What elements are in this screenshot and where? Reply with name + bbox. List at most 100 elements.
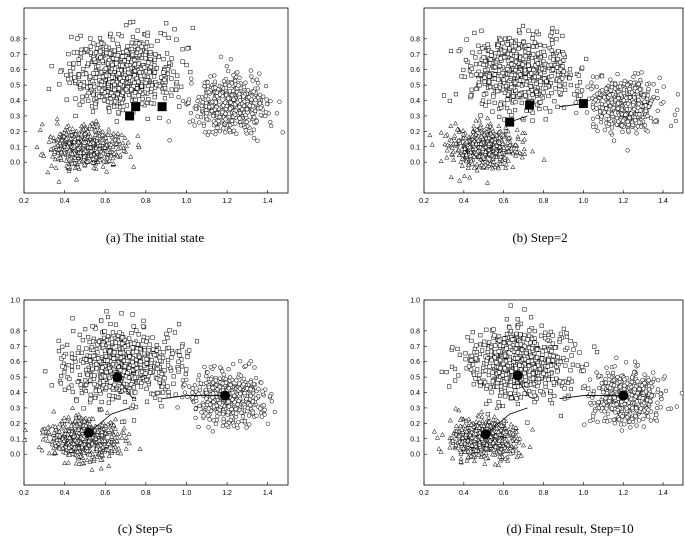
point-triangle	[94, 454, 100, 459]
point-circle	[192, 383, 198, 388]
x-tick-label: 0.8	[539, 198, 549, 205]
point-triangle	[514, 149, 520, 155]
point-circle	[244, 119, 249, 125]
point-square	[100, 365, 105, 370]
point-circle	[243, 80, 248, 85]
point-triangle	[108, 141, 114, 147]
point-square	[90, 79, 95, 84]
point-square	[75, 379, 80, 385]
point-square	[543, 106, 548, 111]
point-square	[180, 364, 185, 369]
point-circle	[218, 54, 224, 59]
point-square	[461, 67, 466, 73]
point-triangle	[75, 449, 81, 454]
point-circle	[180, 98, 186, 104]
point-triangle	[494, 132, 500, 138]
point-square	[492, 72, 497, 77]
point-circle	[234, 378, 239, 383]
point-square	[87, 358, 93, 363]
point-square	[118, 105, 123, 110]
point-square	[110, 362, 116, 367]
point-square	[172, 27, 177, 32]
point-circle	[598, 120, 604, 125]
point-triangle	[500, 141, 506, 146]
point-square	[149, 43, 154, 48]
point-circle	[246, 95, 252, 100]
x-tick-label: 0.4	[459, 198, 469, 205]
point-circle	[265, 421, 270, 426]
point-circle	[204, 396, 209, 401]
point-square	[469, 66, 474, 71]
point-circle	[207, 104, 212, 109]
point-square	[66, 52, 71, 57]
point-circle	[661, 100, 666, 105]
point-circle	[573, 100, 578, 105]
point-circle	[221, 419, 226, 425]
point-circle	[234, 411, 239, 416]
point-square	[148, 370, 153, 375]
point-circle	[614, 115, 620, 121]
point-square	[138, 384, 144, 389]
point-circle	[226, 410, 231, 415]
point-square	[145, 116, 150, 121]
scatter-panel-b: 0.2 0.4 0.6 0.8 1.0 1.2 1.40.00.10.20.30.40.50…	[410, 7, 684, 205]
point-square	[177, 349, 182, 354]
point-square	[481, 55, 486, 60]
point-triangle	[442, 141, 448, 147]
point-square	[174, 37, 179, 42]
point-triangle	[507, 142, 513, 147]
point-square	[104, 370, 109, 375]
point-square	[70, 316, 75, 321]
point-circle	[586, 96, 592, 101]
point-square	[505, 51, 511, 56]
point-square	[91, 71, 96, 76]
point-triangle	[71, 138, 77, 144]
point-square	[490, 109, 495, 114]
point-square	[71, 66, 76, 71]
x-tick-label: 1.4	[263, 198, 273, 205]
point-square	[500, 71, 505, 76]
point-circle	[211, 391, 216, 396]
point-square	[146, 97, 151, 102]
point-triangle	[66, 147, 72, 153]
point-circle	[243, 128, 248, 133]
point-triangle	[103, 142, 110, 147]
point-circle	[217, 376, 222, 381]
point-circle	[258, 406, 263, 411]
point-triangle	[81, 121, 87, 127]
point-square	[114, 56, 119, 62]
point-circle	[255, 86, 260, 91]
point-circle	[258, 112, 263, 118]
centroid-marker	[505, 117, 515, 127]
point-circle	[645, 113, 650, 119]
point-square	[80, 94, 85, 99]
point-circle	[226, 399, 231, 404]
point-square	[448, 48, 453, 53]
point-circle	[238, 373, 243, 378]
point-triangle	[502, 155, 508, 161]
point-triangle	[490, 159, 497, 164]
point-circle	[247, 103, 252, 108]
point-triangle	[486, 141, 492, 146]
point-circle	[207, 129, 212, 134]
point-square	[532, 40, 537, 45]
point-circle	[248, 393, 253, 398]
points-layer	[427, 23, 681, 185]
point-square	[99, 82, 104, 88]
point-square	[176, 367, 181, 372]
point-square	[535, 102, 540, 107]
point-triangle	[118, 144, 124, 150]
point-circle	[197, 385, 202, 390]
point-square	[502, 90, 507, 95]
point-circle	[214, 417, 219, 423]
point-square	[141, 324, 146, 329]
point-triangle	[107, 157, 113, 163]
point-circle	[237, 91, 242, 97]
point-square	[166, 345, 171, 350]
point-square	[81, 406, 86, 411]
point-square	[99, 88, 104, 93]
point-square	[159, 404, 164, 409]
point-square	[102, 329, 107, 334]
point-triangle	[479, 162, 485, 167]
point-square	[493, 83, 498, 88]
